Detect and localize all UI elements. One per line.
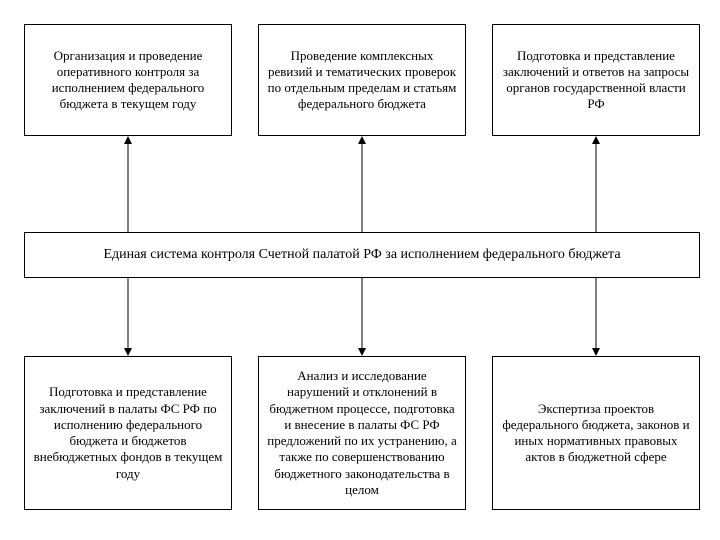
node-top-right: Подготовка и представление заключений и … bbox=[492, 24, 700, 136]
node-text: Единая система контроля Счетной палатой … bbox=[103, 246, 620, 264]
node-center: Единая система контроля Счетной палатой … bbox=[24, 232, 700, 278]
node-text: Экспертиза проектов федерального бюджета… bbox=[501, 401, 691, 466]
node-top-left: Организация и проведение оперативного ко… bbox=[24, 24, 232, 136]
node-bot-mid: Анализ и исследование нарушений и отклон… bbox=[258, 356, 466, 510]
node-text: Проведение комплексных ревизий и тематич… bbox=[267, 48, 457, 113]
node-bot-right: Экспертиза проектов федерального бюджета… bbox=[492, 356, 700, 510]
node-top-mid: Проведение комплексных ревизий и тематич… bbox=[258, 24, 466, 136]
node-text: Организация и проведение оперативного ко… bbox=[33, 48, 223, 113]
node-bot-left: Подготовка и представление заключений в … bbox=[24, 356, 232, 510]
node-text: Анализ и исследование нарушений и отклон… bbox=[267, 368, 457, 498]
node-text: Подготовка и представление заключений и … bbox=[501, 48, 691, 113]
node-text: Подготовка и представление заключений в … bbox=[33, 384, 223, 482]
